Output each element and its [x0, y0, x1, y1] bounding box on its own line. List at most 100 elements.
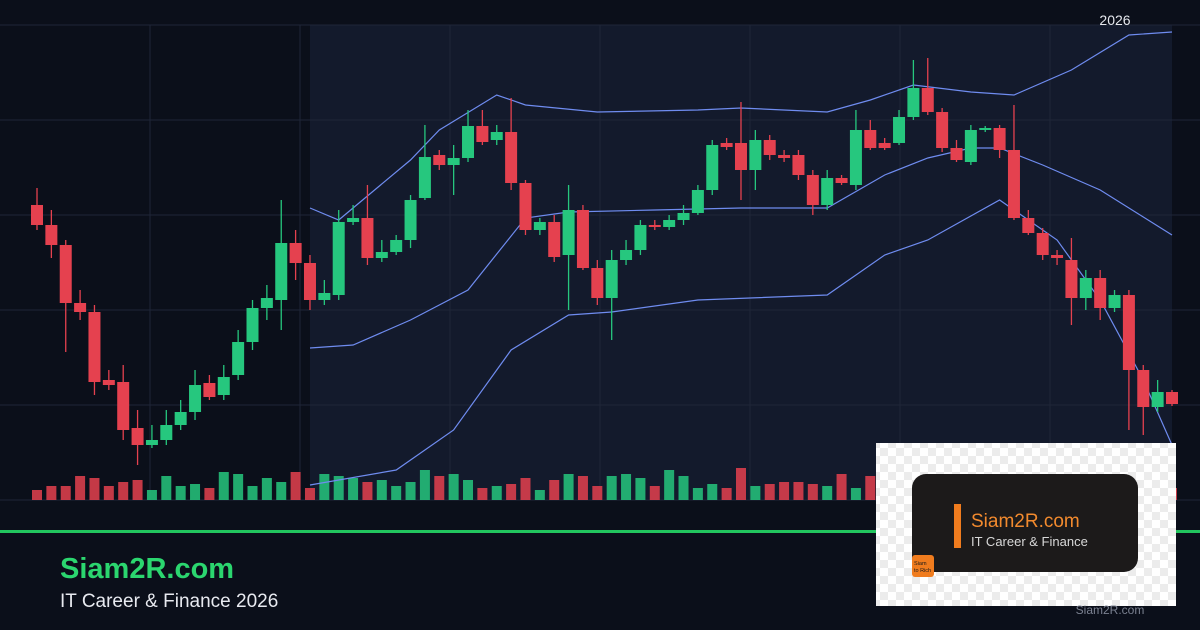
candle-body	[993, 128, 1006, 150]
logo-card	[912, 474, 1138, 572]
candle-body	[390, 240, 403, 252]
volume-bar	[692, 488, 703, 500]
band-region	[310, 25, 1172, 500]
candle-body	[864, 130, 877, 148]
band-line	[309, 147, 1173, 349]
volume-bar	[764, 484, 775, 500]
volume-bar	[592, 486, 603, 500]
candle-body	[1094, 278, 1107, 308]
candle-body	[1122, 295, 1135, 370]
candle-body	[1166, 392, 1178, 404]
candle-body	[763, 140, 776, 155]
volume-bar	[721, 488, 732, 500]
volume-bar	[405, 482, 416, 500]
volume-bar	[491, 486, 502, 500]
candle-body	[1065, 260, 1078, 298]
candle-body	[332, 222, 345, 295]
volume-bar	[247, 486, 258, 500]
candle-body	[620, 250, 633, 260]
volume-bar	[204, 488, 215, 500]
candle-body	[576, 210, 589, 268]
candle-body	[749, 140, 762, 170]
volume-bar	[161, 476, 172, 500]
candle-body	[433, 155, 446, 165]
candle-body	[289, 243, 302, 263]
candle-body	[88, 312, 101, 382]
volume-bar	[103, 486, 114, 500]
volume-bar	[376, 480, 387, 500]
candle-body	[1051, 255, 1064, 258]
volume-bar	[362, 482, 373, 500]
candle-body	[562, 210, 575, 255]
candle-body	[246, 308, 259, 342]
volume-bar	[822, 486, 833, 500]
volume-bar	[735, 468, 746, 500]
volume-bar	[793, 482, 804, 500]
candle-body	[45, 225, 58, 245]
candle-body	[979, 128, 992, 130]
volume-bar	[434, 476, 445, 500]
volume-bar	[448, 474, 459, 500]
candle-body	[533, 222, 546, 230]
volume-bar	[290, 472, 301, 500]
candle-body	[74, 303, 87, 312]
candle-body	[318, 293, 331, 300]
candle-body	[31, 205, 43, 225]
candle-body	[476, 126, 489, 142]
volume-bar	[89, 478, 100, 500]
volume-bar	[118, 482, 129, 500]
volume-bar	[606, 476, 617, 500]
candle-body	[275, 243, 288, 300]
volume-bar	[865, 476, 876, 500]
candle-body	[921, 88, 934, 112]
candle-body	[1022, 218, 1035, 233]
volume-bar	[463, 480, 474, 500]
volume-bar	[635, 478, 646, 500]
candle-body	[964, 130, 977, 162]
candle-body	[849, 130, 862, 185]
year-label: 2026	[1099, 12, 1130, 28]
candle-body	[936, 112, 949, 148]
candle-body	[591, 268, 604, 298]
volume-bar	[233, 474, 244, 500]
candle-body	[950, 148, 963, 160]
candle-body	[260, 298, 273, 308]
volume-bar	[750, 486, 761, 500]
volume-bar	[850, 488, 861, 500]
candle-body	[347, 218, 360, 222]
candle-body	[404, 200, 417, 240]
volume-bar	[218, 472, 229, 500]
candle-body	[706, 145, 719, 190]
volume-bar	[549, 480, 560, 500]
candle-body	[1036, 233, 1049, 255]
badge-bottom: to Rich	[914, 568, 931, 574]
candle-body	[361, 218, 374, 258]
volume-bar	[649, 486, 660, 500]
volume-bar	[348, 478, 359, 500]
volume-bar	[175, 486, 186, 500]
logo-badge	[912, 555, 934, 577]
candle-body	[59, 245, 72, 303]
watermark: Siam2R.com	[1076, 603, 1145, 617]
candle-body	[303, 263, 316, 300]
volume-bar	[621, 474, 632, 500]
candle-body	[447, 158, 460, 165]
candle-body	[605, 260, 618, 298]
candle-body	[878, 143, 891, 148]
candle-body	[792, 155, 805, 175]
volume-bar	[32, 490, 42, 500]
candle-body	[634, 225, 647, 250]
candle-body	[203, 383, 216, 397]
volume-bar	[534, 490, 545, 500]
volume-bar	[477, 488, 488, 500]
candle-body	[677, 213, 690, 220]
candle-body	[648, 225, 661, 227]
candle-body	[145, 440, 158, 445]
volume-bar	[60, 486, 71, 500]
logo-title: Siam2R.com	[971, 511, 1080, 532]
volume-bar	[664, 470, 675, 500]
candle-body	[1151, 392, 1164, 407]
volume-bar	[333, 476, 344, 500]
volume-bar	[419, 470, 430, 500]
